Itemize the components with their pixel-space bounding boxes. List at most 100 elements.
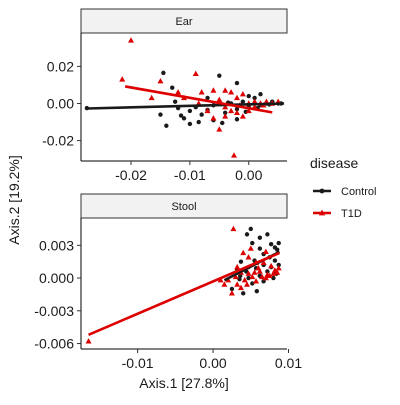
point-t1d [275, 265, 282, 271]
y-tick-label: 0.02 [47, 58, 74, 74]
point-t1d [233, 109, 240, 115]
point-control [276, 240, 281, 246]
point-control [181, 116, 187, 121]
point-control [268, 242, 274, 247]
y-tick-label: 0.003 [39, 237, 74, 253]
point-t1d [245, 107, 252, 114]
point-control [234, 106, 240, 112]
point-t1d [274, 269, 281, 275]
point-control [223, 110, 228, 115]
point-t1d [263, 98, 270, 104]
point-control [250, 240, 255, 246]
point-control [241, 291, 246, 296]
point-t1d [157, 78, 164, 84]
y-tick-label: -0.003 [34, 303, 74, 319]
point-control [229, 286, 235, 292]
point-control [248, 226, 253, 232]
point-t1d [237, 284, 244, 291]
point-t1d [222, 104, 229, 110]
point-t1d [148, 94, 155, 101]
x-tick-label: 0.00 [199, 355, 226, 371]
point-t1d [256, 268, 263, 274]
point-control [265, 232, 270, 237]
point-control [199, 112, 204, 117]
point-control [164, 123, 169, 128]
point-t1d [198, 89, 205, 95]
point-t1d [234, 281, 241, 287]
point-control [254, 288, 260, 294]
point-control [246, 93, 251, 99]
point-t1d [251, 269, 258, 275]
point-t1d [221, 281, 228, 287]
legend-label-control: Control [341, 186, 376, 198]
point-control [244, 232, 250, 237]
facet-strip-label: Stool [171, 201, 196, 213]
point-t1d [228, 290, 235, 296]
legend-key-marker-t1d [318, 209, 326, 216]
point-t1d [192, 70, 199, 77]
point-t1d [259, 273, 266, 280]
point-t1d [232, 273, 239, 280]
point-control [265, 269, 270, 274]
point-t1d [216, 96, 223, 102]
y-tick-label: 0.00 [47, 95, 74, 111]
point-t1d [128, 37, 135, 43]
point-t1d [251, 98, 258, 104]
point-t1d [230, 225, 237, 232]
point-control [274, 247, 280, 252]
fit-line-control [86, 102, 285, 110]
facet-strip-label: Ear [175, 16, 192, 28]
point-control [271, 275, 276, 281]
point-control [257, 246, 263, 251]
x-tick-label: 0.00 [235, 167, 262, 183]
point-t1d [245, 270, 252, 276]
y-tick-label: 0.000 [39, 270, 74, 286]
point-t1d [210, 87, 217, 93]
point-t1d [239, 113, 246, 119]
point-t1d [253, 278, 260, 284]
point-t1d [216, 126, 223, 132]
point-control [258, 92, 263, 97]
x-tick-label: -0.02 [115, 167, 147, 183]
point-control [187, 108, 193, 114]
point-control [158, 112, 163, 117]
x-axis-title: Axis.1 [27.8%] [139, 375, 229, 391]
point-t1d [233, 94, 240, 101]
facet-strip-stool [80, 193, 288, 219]
point-control [252, 95, 257, 101]
point-t1d [210, 115, 217, 121]
x-tick-label: -0.01 [122, 355, 154, 371]
legend-title: disease [310, 155, 358, 171]
fit-line-t1d [88, 251, 280, 337]
point-t1d [222, 113, 229, 119]
point-t1d [241, 277, 248, 283]
point-control [238, 259, 244, 264]
point-t1d [244, 281, 251, 287]
point-control [187, 121, 193, 127]
point-t1d [119, 76, 126, 82]
point-control [220, 120, 225, 126]
legend-key-marker-control [319, 188, 325, 194]
point-control [257, 235, 263, 240]
point-t1d [240, 249, 247, 256]
point-t1d [262, 248, 269, 255]
point-t1d [217, 277, 224, 283]
point-control [217, 73, 222, 78]
point-t1d [231, 152, 238, 158]
point-t1d [222, 87, 229, 93]
point-t1d [260, 259, 267, 265]
y-tick-label: -0.006 [34, 336, 74, 352]
point-control [161, 70, 166, 76]
fit-line-t1d [124, 85, 273, 114]
point-t1d [228, 107, 235, 114]
point-control [276, 262, 281, 268]
point-control [205, 95, 210, 101]
point-control [234, 117, 240, 122]
point-t1d [228, 89, 235, 95]
point-t1d [268, 262, 275, 269]
y-axis-title: Axis.2 [19.2%] [6, 155, 22, 245]
point-t1d [85, 338, 92, 344]
point-control [237, 276, 242, 282]
